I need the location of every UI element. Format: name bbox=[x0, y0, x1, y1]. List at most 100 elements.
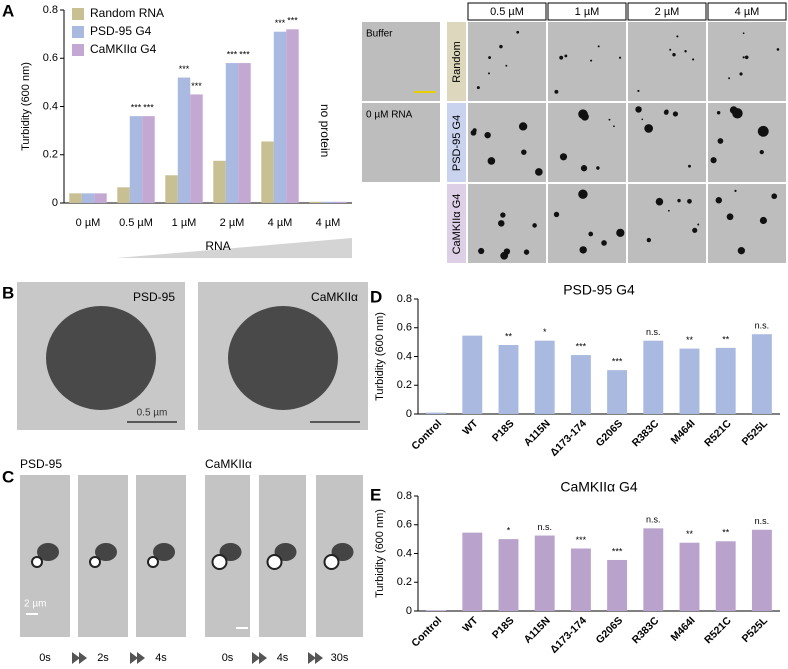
column-header bbox=[627, 2, 707, 21]
legend-swatch bbox=[72, 26, 84, 38]
droplet bbox=[505, 64, 508, 67]
bead bbox=[89, 556, 101, 568]
droplet bbox=[488, 56, 491, 59]
image-label: PSD-95 bbox=[20, 457, 62, 471]
arrow bbox=[252, 652, 260, 664]
droplet bbox=[553, 211, 560, 218]
droplet bbox=[697, 223, 700, 226]
droplet bbox=[744, 55, 749, 60]
y-tick-label: 0.8 bbox=[397, 490, 412, 502]
droplet bbox=[716, 110, 721, 115]
column-header-label: 4 µM bbox=[735, 6, 760, 18]
droplet bbox=[759, 216, 767, 225]
droplet bbox=[601, 240, 607, 246]
x-tick-label: R521C bbox=[702, 417, 734, 449]
x-tick-label: M464I bbox=[668, 615, 697, 644]
column-header bbox=[467, 2, 547, 21]
significance-label: n.s. bbox=[646, 327, 661, 337]
significance-label: *** bbox=[576, 341, 587, 351]
droplet bbox=[578, 189, 588, 199]
droplet bbox=[737, 247, 746, 255]
image-label: PSD-95 bbox=[133, 290, 175, 304]
micrograph bbox=[628, 22, 706, 101]
bar bbox=[462, 532, 483, 611]
droplet bbox=[559, 55, 564, 60]
micrograph bbox=[628, 103, 706, 182]
column-header-label: 1 µM bbox=[575, 6, 600, 18]
x-tick-label: P525L bbox=[740, 614, 771, 645]
arrow bbox=[130, 652, 138, 664]
image-label: CaMKIIα bbox=[311, 290, 358, 304]
micrograph bbox=[362, 103, 440, 182]
x-tick-label: Control bbox=[409, 615, 444, 650]
legend-label: PSD-95 G4 bbox=[90, 24, 152, 38]
significance-label: *** bbox=[576, 535, 587, 545]
droplet bbox=[535, 168, 543, 176]
chart-title: CaMKIIα G4 bbox=[560, 479, 638, 495]
panel-label: E bbox=[370, 485, 381, 504]
bead bbox=[323, 554, 340, 570]
bar bbox=[679, 542, 700, 611]
bar bbox=[426, 610, 447, 611]
droplet bbox=[498, 220, 505, 227]
y-tick-label: 0.2 bbox=[43, 149, 58, 161]
droplet bbox=[644, 124, 654, 133]
row-header bbox=[447, 22, 466, 101]
droplet bbox=[499, 44, 503, 49]
bar bbox=[643, 340, 664, 414]
droplet bbox=[742, 32, 745, 35]
droplet bbox=[717, 138, 724, 144]
arrow bbox=[79, 652, 87, 664]
bar bbox=[534, 340, 555, 414]
bead bbox=[147, 556, 159, 568]
time-label: 4s bbox=[277, 652, 289, 664]
row-header bbox=[447, 184, 466, 263]
column-header-label: 2 µM bbox=[655, 6, 680, 18]
bar bbox=[715, 541, 736, 611]
x-tick-label: R521C bbox=[702, 614, 734, 646]
droplet bbox=[580, 112, 589, 121]
x-tick-label: P525L bbox=[740, 417, 771, 448]
bar bbox=[570, 355, 591, 414]
annotation: no protein bbox=[318, 104, 332, 157]
column-header-label: 0.5 µM bbox=[490, 6, 524, 18]
x-tick-label: Δ173-174 bbox=[548, 417, 589, 458]
droplet bbox=[646, 237, 652, 243]
droplet bbox=[692, 58, 695, 61]
significance-label: *** bbox=[143, 103, 154, 113]
droplet bbox=[608, 118, 611, 121]
droplet bbox=[734, 189, 737, 193]
significance-label: *** bbox=[227, 49, 238, 59]
droplet bbox=[637, 89, 640, 92]
bar bbox=[534, 535, 555, 611]
micrograph bbox=[362, 22, 440, 101]
droplet bbox=[672, 111, 679, 117]
row-header-label: CaMKIIα G4 bbox=[451, 194, 463, 255]
image-label: Buffer bbox=[366, 29, 393, 40]
bar bbox=[426, 412, 447, 414]
bar bbox=[309, 201, 322, 203]
droplet bbox=[776, 48, 780, 51]
bar bbox=[751, 334, 772, 414]
time-label: 4s bbox=[155, 652, 167, 664]
scale-bar-label: 0.5 µm bbox=[137, 408, 168, 419]
bar bbox=[462, 335, 483, 414]
x-tick-label: Control bbox=[409, 418, 444, 453]
bar bbox=[607, 559, 628, 611]
panel-label: D bbox=[370, 287, 382, 306]
droplet bbox=[523, 249, 530, 255]
bar bbox=[225, 63, 239, 204]
bar bbox=[165, 175, 178, 203]
x-tick-label: R383C bbox=[630, 614, 662, 646]
y-tick-label: 0.8 bbox=[43, 4, 58, 16]
panel-label: B bbox=[2, 283, 14, 302]
droplet bbox=[596, 166, 600, 170]
x-tick-label: WT bbox=[460, 614, 480, 634]
significance-label: ** bbox=[686, 335, 694, 345]
panel-label: C bbox=[2, 467, 14, 486]
droplet bbox=[476, 86, 480, 90]
rna-gradient bbox=[116, 238, 352, 258]
droplet bbox=[728, 77, 731, 80]
